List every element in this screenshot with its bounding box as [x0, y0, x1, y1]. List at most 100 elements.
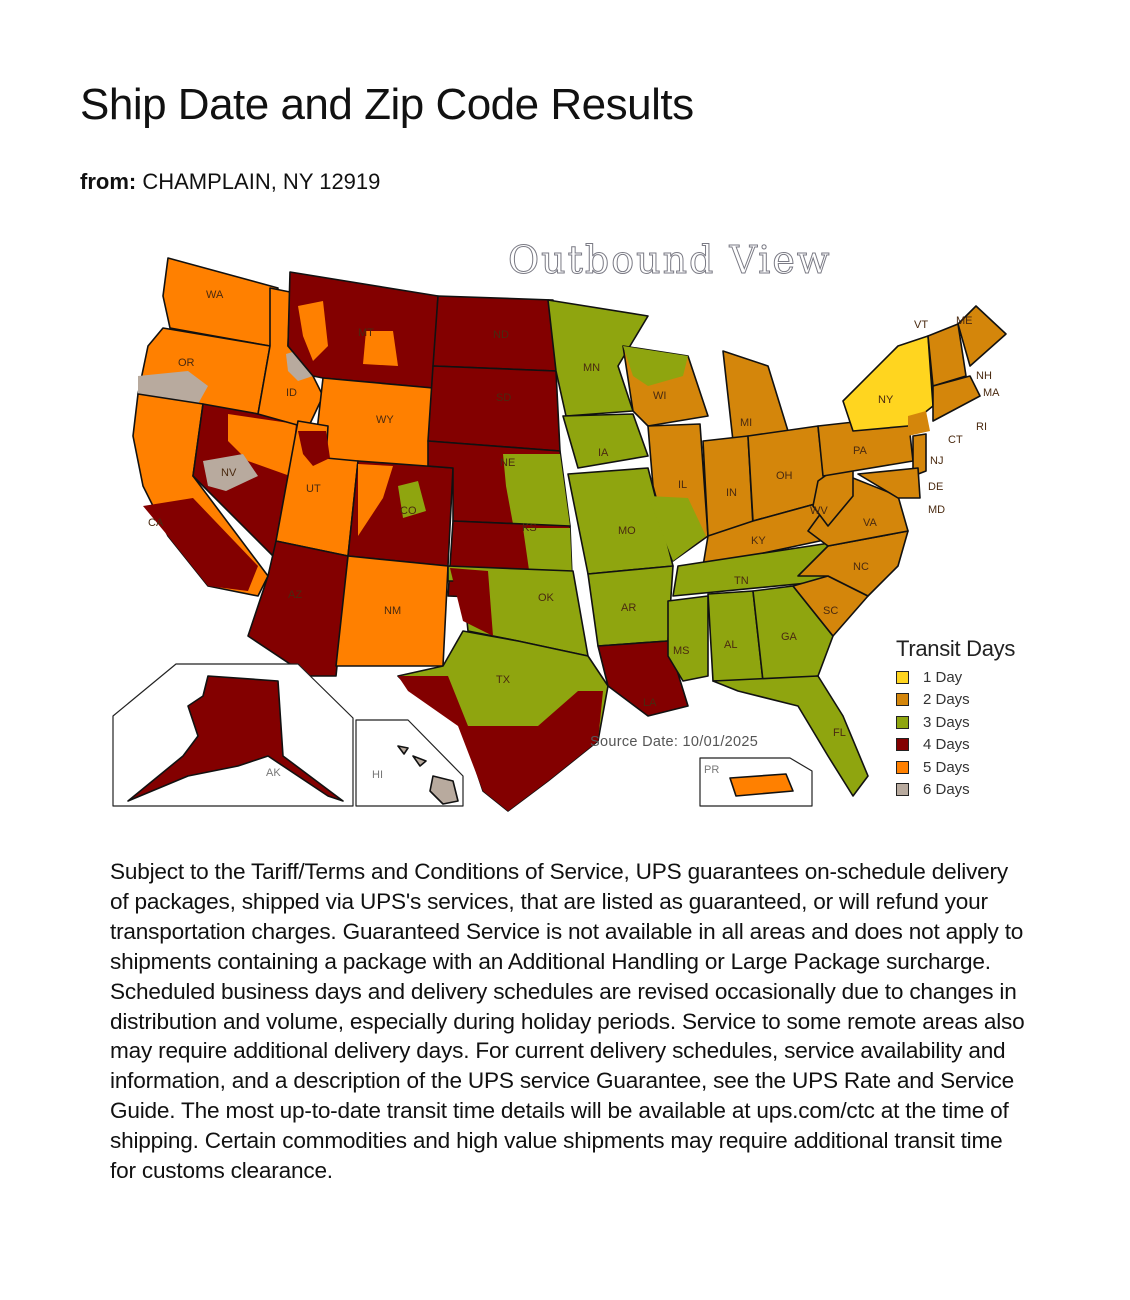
page-title: Ship Date and Zip Code Results: [80, 80, 694, 129]
origin-line: from: CHAMPLAIN, NY 12919: [80, 169, 380, 195]
legend-item-6-days: 6 Days: [896, 779, 1015, 802]
state-IA: [562, 413, 649, 469]
svg-text:ME: ME: [956, 315, 973, 327]
legend-swatch: [896, 670, 909, 684]
region-OR-grey: [138, 371, 208, 404]
svg-text:KY: KY: [751, 535, 766, 547]
svg-text:NM: NM: [384, 605, 401, 617]
svg-text:NH: NH: [976, 370, 992, 382]
svg-text:WI: WI: [653, 390, 666, 402]
legend-title: Transit Days: [896, 636, 1016, 661]
state-MD-DE: [857, 467, 921, 499]
legend: Transit Days 1 Day 2 Days 3 Days 4 Days …: [896, 636, 1015, 801]
region-NE-green: [503, 454, 570, 526]
state-AZ: [247, 540, 349, 677]
state-PR: [729, 773, 794, 797]
map-title: Outbound View: [507, 238, 832, 283]
state-GA: [752, 585, 834, 682]
svg-text:AL: AL: [724, 639, 737, 651]
region-OK-red: [450, 568, 493, 636]
legend-label: 4 Days: [923, 736, 970, 754]
svg-text:TX: TX: [496, 674, 511, 686]
legend-label: 5 Days: [923, 758, 970, 776]
svg-text:RI: RI: [976, 421, 987, 433]
svg-text:NC: NC: [853, 561, 869, 573]
state-HI: [397, 745, 459, 805]
state-labels: WA OR CA NV ID MT WY UT CO AZ NM ND SD N…: [148, 289, 1000, 781]
region-MT-orange: [298, 301, 398, 366]
legend-swatch: [896, 760, 909, 774]
svg-text:CA: CA: [148, 517, 164, 529]
state-IN: [702, 435, 754, 537]
legend-item-3-days: 3 Days: [896, 711, 1015, 734]
svg-text:MS: MS: [673, 645, 690, 657]
svg-text:ID: ID: [286, 387, 297, 399]
svg-text:UT: UT: [306, 483, 321, 495]
region-UT-red: [298, 431, 330, 466]
svg-text:WV: WV: [810, 505, 828, 517]
legend-label: 3 Days: [923, 713, 970, 731]
svg-text:MT: MT: [358, 327, 374, 339]
region-CA-red: [143, 498, 258, 591]
region-NV-grey: [203, 454, 258, 491]
from-label: from:: [80, 169, 137, 194]
legend-swatch: [896, 693, 909, 707]
svg-text:ND: ND: [493, 329, 509, 341]
svg-text:DE: DE: [928, 481, 943, 493]
state-ME: [957, 305, 1007, 367]
legend-label: 1 Day: [923, 668, 963, 686]
source-date: Source Date: 10/01/2025: [590, 734, 759, 750]
svg-text:WY: WY: [376, 414, 394, 426]
svg-text:KS: KS: [522, 522, 537, 534]
svg-text:VT: VT: [914, 319, 928, 331]
svg-text:OR: OR: [178, 357, 195, 369]
state-MI: [722, 350, 789, 442]
svg-text:SC: SC: [823, 605, 838, 617]
legend-swatch: [896, 783, 909, 797]
us-map-svg: WA OR CA NV ID MT WY UT CO AZ NM ND SD N…: [112, 257, 1007, 812]
svg-text:NE: NE: [500, 457, 515, 469]
svg-text:CO: CO: [400, 505, 417, 517]
svg-text:HI: HI: [372, 769, 383, 781]
region-NY-orange: [908, 411, 930, 436]
svg-text:MO: MO: [618, 525, 636, 537]
svg-text:PA: PA: [853, 445, 868, 457]
state-NJ: [912, 433, 927, 477]
svg-text:MN: MN: [583, 362, 600, 374]
svg-text:AK: AK: [266, 767, 281, 779]
svg-text:AR: AR: [621, 602, 636, 614]
legend-label: 2 Days: [923, 691, 970, 709]
guarantee-disclaimer: Subject to the Tariff/Terms and Conditio…: [110, 859, 1025, 1184]
state-FL: [712, 675, 869, 797]
svg-text:CT: CT: [948, 434, 963, 446]
legend-label: 6 Days: [923, 781, 970, 799]
region-TX-red: [398, 676, 603, 811]
state-MS: [667, 595, 709, 682]
region-CO-green: [398, 481, 426, 518]
transit-map: WA OR CA NV ID MT WY UT CO AZ NM ND SD N…: [108, 236, 1028, 816]
region-IL-green: [648, 496, 706, 561]
svg-text:OK: OK: [538, 592, 555, 604]
svg-text:VA: VA: [863, 517, 878, 529]
svg-text:IL: IL: [678, 479, 687, 491]
origin-address: CHAMPLAIN, NY 12919: [142, 169, 381, 194]
svg-text:GA: GA: [781, 631, 798, 643]
svg-text:WA: WA: [206, 289, 224, 301]
state-LA: [597, 640, 689, 717]
svg-text:NY: NY: [878, 394, 894, 406]
svg-text:FL: FL: [833, 727, 846, 739]
legend-swatch: [896, 715, 909, 729]
svg-text:MD: MD: [928, 504, 945, 516]
region-NV-orange: [228, 414, 296, 476]
region-CO-orange: [358, 464, 393, 536]
svg-text:OH: OH: [776, 470, 793, 482]
svg-text:SD: SD: [496, 392, 511, 404]
svg-text:IA: IA: [598, 447, 609, 459]
legend-item-1-day: 1 Day: [896, 666, 1015, 689]
legend-swatch: [896, 738, 909, 752]
svg-text:MA: MA: [983, 387, 1000, 399]
svg-text:LA: LA: [643, 697, 657, 709]
svg-text:TN: TN: [734, 575, 749, 587]
state-SD: [427, 365, 561, 452]
svg-text:IN: IN: [726, 487, 737, 499]
